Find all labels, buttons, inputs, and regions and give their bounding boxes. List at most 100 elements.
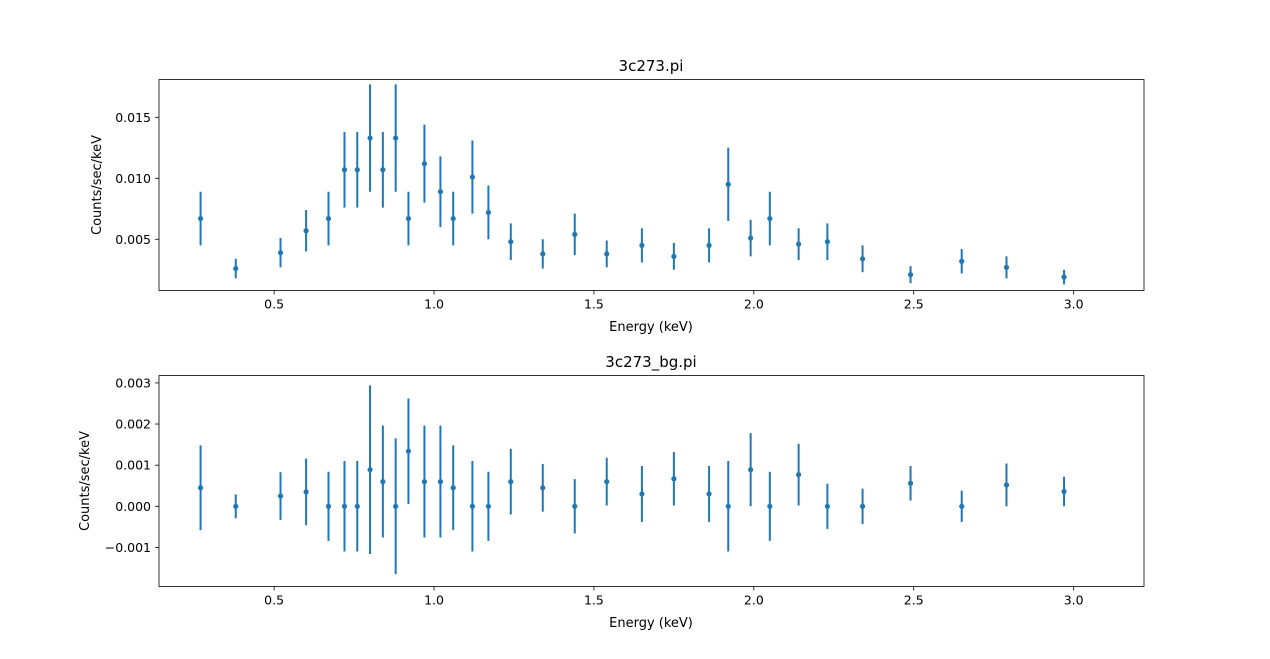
data-point [748,467,754,473]
data-point [341,167,348,173]
x-tick-label: 1.5 [584,593,604,608]
data-point [367,467,373,473]
data-point [450,215,456,222]
data-point [325,503,332,509]
x-tick-label: 0.5 [264,593,284,608]
data-marks [197,84,1067,285]
data-point [959,258,965,264]
data-point [437,479,444,485]
y-tick-label: 0.002 [115,417,151,432]
chart-panel-source: 3c273.pi 0.5 1.0 1.5 2.0 2.5 3.0 0.005 0.010 0.0… [90,57,1145,335]
data-point [572,231,578,237]
data-point [197,215,204,222]
y-tick-label: 0.010 [115,171,151,186]
data-point [325,215,332,222]
chart-title: 3c273.pi [619,57,684,75]
data-point [303,228,309,234]
data-point [767,503,773,509]
data-point [303,489,309,495]
data-point [748,235,754,241]
data-point [405,448,412,454]
data-point [508,479,514,485]
data-point [508,239,514,245]
data-point [437,189,444,195]
data-point [367,135,373,141]
data-marks [197,385,1067,575]
data-point [277,493,284,499]
x-tick-label: 2.5 [904,297,924,312]
plot-frame [158,375,1145,587]
data-point [907,272,914,278]
data-point [540,251,546,257]
data-point [796,241,802,247]
data-point [341,503,348,509]
x-tick-label: 2.0 [744,297,764,312]
data-point [959,503,965,509]
y-tick-label: 0.005 [115,232,151,247]
y-tick-label: 0.001 [115,458,151,473]
plot-frame [158,79,1145,291]
data-point [197,485,204,491]
data-point [1061,274,1067,280]
x-tick-label: 1.0 [424,297,444,312]
y-tick-label: 0.015 [115,110,151,125]
data-point [393,135,399,141]
data-point [1061,488,1067,495]
x-tick-label: 2.0 [744,593,764,608]
data-point [421,479,428,485]
data-point [725,503,731,509]
data-point [469,503,476,509]
data-point [380,479,386,485]
y-tick-label: 0.003 [115,375,151,390]
data-point [725,181,731,187]
data-point [572,503,578,509]
data-point [450,485,456,491]
data-point [393,503,399,509]
y-tick-label: 0.000 [115,499,151,514]
x-tick-label: 3.0 [1064,593,1084,608]
x-tick-label: 1.0 [424,593,444,608]
data-point [604,251,610,257]
data-point [485,503,491,509]
data-point [277,250,284,256]
data-point [485,209,491,216]
data-point [671,476,677,482]
x-axis-label: Energy (keV) [609,320,693,335]
x-tick-label: 3.0 [1064,297,1084,312]
data-point [540,485,546,491]
y-axis-label: Counts/sec/keV [90,135,105,235]
data-point [604,479,610,485]
data-point [671,253,677,259]
chart-title: 3c273_bg.pi [605,353,696,372]
data-point [767,215,773,222]
data-point [354,167,360,173]
data-point [706,242,712,248]
data-point [824,239,830,245]
axis-ticks: 0.5 1.0 1.5 2.0 2.5 3.0 −0.001 0.000 0.001 0.002 0… [105,375,1084,607]
data-point [354,503,360,509]
data-point [1003,482,1010,488]
x-tick-label: 2.5 [904,593,924,608]
data-point [421,161,428,167]
data-point [639,242,645,248]
x-axis-label: Energy (keV) [609,616,693,631]
data-point [469,174,476,180]
y-tick-label: −0.001 [105,540,151,555]
data-point [1003,264,1010,270]
data-point [233,503,239,509]
chart-panel-background: 3c273_bg.pi 0.5 1.0 1.5 2.0 2.5 3.0 −0.001 0.00… [78,353,1145,631]
data-point [824,503,830,509]
data-point [639,491,645,497]
data-point [405,215,412,222]
axis-ticks: 0.5 1.0 1.5 2.0 2.5 3.0 0.005 0.010 0.015 [115,110,1083,312]
data-point [859,503,866,509]
x-tick-label: 0.5 [264,297,284,312]
data-point [796,472,802,478]
data-point [380,167,386,173]
y-axis-label: Counts/sec/keV [78,431,93,531]
data-point [706,491,712,497]
data-point [233,265,239,272]
data-point [859,256,866,262]
x-tick-label: 1.5 [584,297,604,312]
